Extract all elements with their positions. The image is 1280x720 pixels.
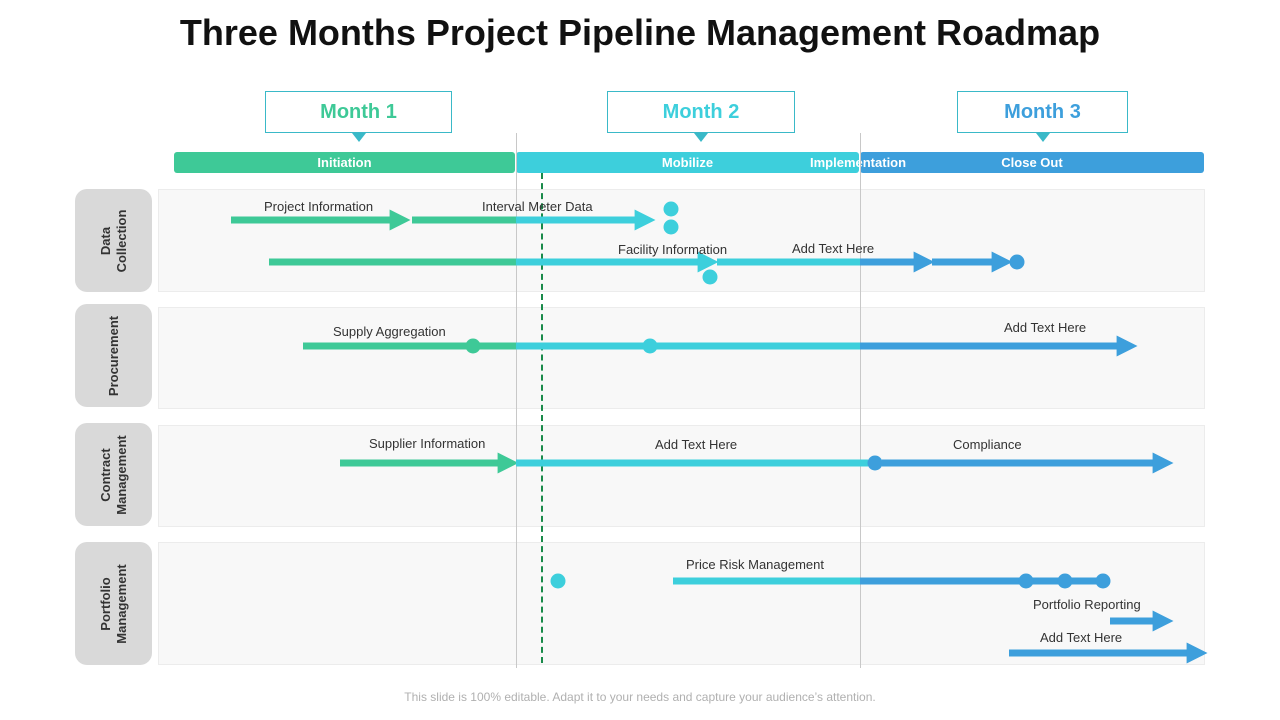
task-label-project-information: Project Information: [264, 199, 374, 214]
month-1-label: Month 1: [320, 101, 397, 123]
month-2-box: Month 2: [607, 91, 795, 142]
task-label-add-text-4: Add Text Here: [1040, 630, 1123, 645]
milestone-dot: [1009, 254, 1025, 270]
task-label-add-text-2: Add Text Here: [1004, 320, 1087, 335]
month-divider-1: [516, 133, 517, 668]
phase-close-out: Close Out: [860, 152, 1204, 173]
phase-mobilize: Mobilize: [516, 152, 859, 173]
month-2-label: Month 2: [662, 101, 740, 123]
phase-implementation: Implementation: [810, 155, 907, 170]
footer-note: This slide is 100% editable. Adapt it to…: [404, 690, 876, 704]
milestone-dot: [1018, 573, 1034, 589]
lane-portfolio-management: [158, 542, 1205, 665]
task-label-add-text-3: Add Text Here: [655, 437, 738, 452]
month-3-box: Month 3: [957, 91, 1128, 142]
lane-label-procurement: Procurement: [75, 304, 152, 407]
milestone-dot: [702, 269, 718, 285]
milestone-dot: [663, 201, 679, 217]
task-label-supply-aggregation: Supply Aggregation: [333, 324, 446, 339]
milestone-dot: [550, 573, 566, 589]
phase-initiation: Initiation: [174, 152, 515, 173]
lane-procurement: [158, 307, 1205, 409]
milestone-dot: [1095, 573, 1111, 589]
month-1-pointer: [351, 133, 366, 142]
task-label-interval-meter-data: Interval Meter Data: [482, 199, 593, 214]
lane-label-contract-management: Contract Management: [75, 423, 152, 526]
milestone-dot: [867, 455, 883, 471]
milestone-dot: [1057, 573, 1073, 589]
milestone-dot: [465, 338, 481, 354]
today-marker-line: [541, 173, 543, 663]
lane-label-data-collection: Data Collection: [75, 189, 152, 292]
task-label-add-text-1: Add Text Here: [792, 241, 875, 256]
month-divider-2: [860, 133, 861, 668]
task-label-price-risk-management: Price Risk Management: [686, 557, 824, 572]
milestone-dot: [642, 338, 658, 354]
milestone-dot: [663, 219, 679, 235]
task-label-facility-information: Facility Information: [618, 242, 728, 257]
month-2-pointer: [694, 133, 708, 142]
task-label-portfolio-reporting: Portfolio Reporting: [1033, 597, 1141, 612]
month-3-label: Month 3: [1004, 101, 1081, 123]
lane-data-collection: [158, 189, 1205, 292]
task-label-compliance: Compliance: [953, 437, 1022, 452]
lane-contract-management: [158, 425, 1205, 527]
page-title: Three Months Project Pipeline Management…: [179, 12, 1101, 53]
month-3-pointer: [1035, 133, 1050, 142]
month-1-box: Month 1: [265, 91, 452, 142]
lane-label-portfolio-management: Portfolio Management: [75, 542, 152, 665]
task-label-supplier-information: Supplier Information: [369, 436, 486, 451]
